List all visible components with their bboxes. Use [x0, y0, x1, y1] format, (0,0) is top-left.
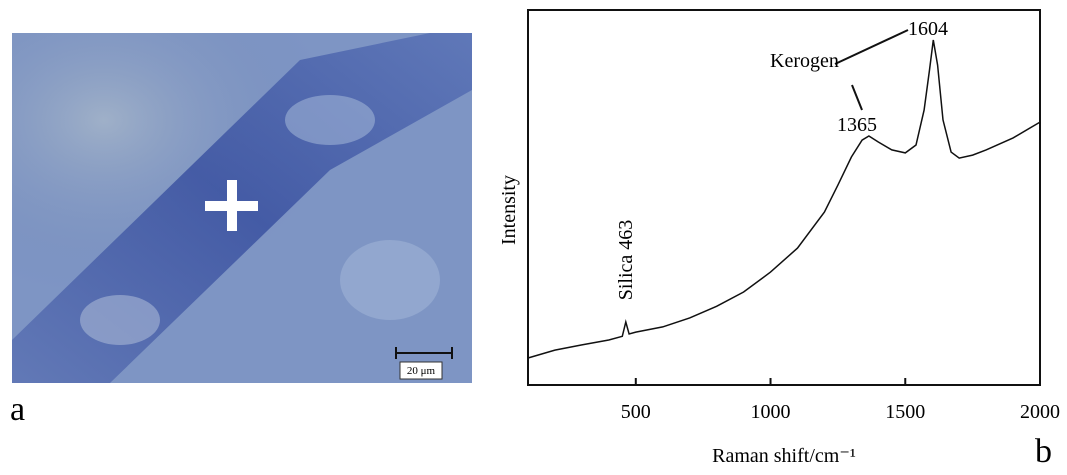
x-tick-label: 2000 [1020, 401, 1060, 423]
x-tick-label: 1000 [751, 401, 791, 423]
annotation-leader [835, 30, 908, 64]
scale-bar-label: 20 μm [407, 365, 436, 377]
spectrum-line [528, 40, 1040, 358]
annotation: 1604 [908, 18, 948, 40]
x-tick-label: 1500 [885, 401, 925, 423]
y-axis-label: Intensity [498, 175, 520, 245]
figure: 20 μm a b Raman shift/cm⁻¹ Intensity 500… [0, 0, 1067, 470]
panel-label: a [10, 391, 25, 428]
annotation-leader [852, 85, 862, 110]
annotation: Silica 463 [615, 220, 637, 301]
annotation: 1365 [837, 114, 877, 136]
micrograph: 20 μm [12, 33, 472, 383]
x-axis-label: Raman shift/cm⁻¹ [712, 445, 856, 467]
annotation: Kerogen [770, 50, 839, 72]
panel-label: b [1035, 433, 1052, 470]
x-tick-label: 500 [621, 401, 651, 423]
